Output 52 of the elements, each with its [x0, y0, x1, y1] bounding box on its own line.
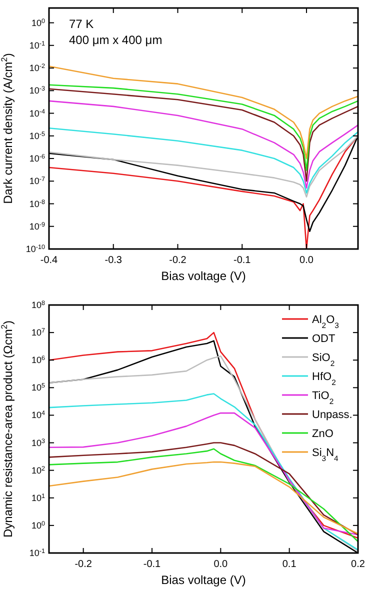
x-tick-label: 0.0: [214, 559, 228, 570]
y-tick-label: 10$^{0}$: [31, 17, 46, 28]
annotation: 77 K: [69, 17, 94, 31]
x-axis-title: Bias voltage (V): [161, 269, 246, 283]
y-tick-label: 10$^{3}$: [31, 437, 46, 448]
y-tick-label: 10$^{-4}$: [29, 108, 46, 118]
x-tick-label: -0.3: [104, 255, 122, 266]
y-tick-label: 10$^{5}$: [31, 382, 46, 393]
y-tick-label: 10$^{-9}$: [29, 220, 46, 232]
y-tick-label: 10$^{-6}$: [29, 153, 46, 164]
y-tick-label: 10$^{0}$: [31, 520, 46, 530]
y-tick-label: 10$^{8}$: [31, 300, 46, 310]
x-axis-title: Bias voltage (V): [161, 573, 246, 587]
y-tick-label: 10$^{-5}$: [29, 130, 46, 141]
legend-label: Unpass.: [312, 409, 352, 421]
line-series: [49, 393, 358, 551]
line-series: [49, 412, 358, 536]
y-tick-label: 10$^{7}$: [31, 327, 46, 338]
line-series: [49, 135, 358, 198]
line-series: [49, 66, 358, 160]
line-series: [49, 100, 358, 189]
y-tick-label: 10$^{1}$: [31, 492, 46, 503]
legend-label: Si$_{3}$N$_{4}$: [312, 447, 340, 462]
x-tick-label: -0.2: [169, 255, 187, 266]
x-tick-label: 0.2: [351, 559, 366, 570]
y-tick-label: 10$^{6}$: [31, 354, 46, 366]
annotation: 400 μm x 400 μm: [69, 33, 162, 47]
line-series: [49, 461, 358, 534]
y-tick-label: 10$^{-1}$: [29, 40, 46, 50]
line-series: [49, 127, 358, 194]
y-tick-label: 10$^{-7}$: [29, 176, 46, 186]
x-tick-label: 0.0: [300, 255, 314, 266]
x-tick-label: -0.1: [234, 255, 252, 266]
y-tick-label: 10$^{-3}$: [29, 85, 46, 96]
y-tick-label: 10$^{-10}$: [26, 244, 46, 254]
y-tick-label: 10$^{-1}$: [29, 548, 46, 558]
x-tick-label: -0.2: [74, 559, 92, 570]
y-tick-label: 10$^{-8}$: [29, 198, 46, 209]
x-tick-label: -0.1: [143, 559, 162, 570]
legend-label: TiO$_{2}$: [312, 390, 334, 406]
y-tick-label: 10$^{-2}$: [29, 62, 46, 74]
legend-label: SiO$_{2}$: [312, 352, 335, 368]
legend-label: ZnO: [312, 428, 334, 440]
x-tick-label: -0.4: [40, 255, 58, 266]
x-tick-label: 0.1: [282, 559, 297, 570]
legend-label: ODT: [312, 333, 336, 345]
y-tick-label: 10$^{2}$: [31, 464, 46, 476]
legend-label: HfO$_{2}$: [312, 371, 336, 386]
legend-label: Al$_{2}$O$_{3}$: [312, 314, 339, 330]
line-series: [49, 88, 358, 182]
line-series: [49, 84, 358, 171]
y-tick-label: 10$^{4}$: [31, 410, 46, 420]
